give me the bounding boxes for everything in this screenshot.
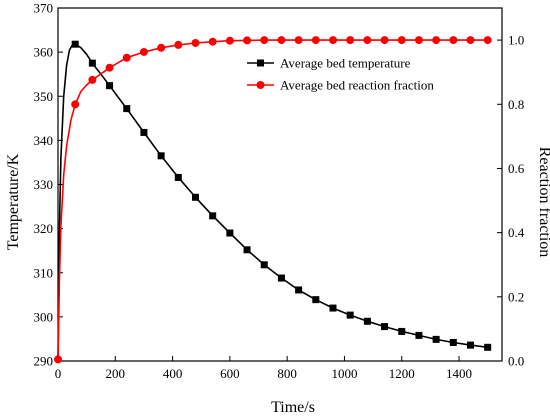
series-2-point	[328, 36, 337, 45]
right-y-tick-label: 0.8	[508, 97, 524, 112]
series-1-point	[88, 59, 96, 67]
series-2-point	[243, 36, 252, 45]
series-1-point	[174, 173, 182, 181]
left-y-tick-label: 370	[34, 1, 54, 16]
left-y-tick-label: 300	[34, 309, 54, 324]
series-1-point	[243, 246, 251, 254]
x-axis-label: Time/s	[271, 399, 315, 416]
left-y-tick-label: 350	[34, 89, 54, 104]
left-y-tick-label: 330	[34, 177, 54, 192]
series-2-point	[346, 36, 355, 45]
left-y-tick-label: 290	[34, 354, 54, 369]
right-y-tick-label: 0.4	[508, 225, 525, 240]
series-2-point	[139, 47, 148, 56]
x-tick-label: 1200	[389, 366, 415, 381]
series-2-point	[122, 53, 131, 62]
series-1-point	[415, 331, 423, 339]
series-1-point	[209, 212, 217, 220]
left-y-axis-label: Temperature/K	[5, 153, 22, 250]
legend: Average bed temperature Average bed react…	[247, 56, 434, 93]
series-1-point	[277, 274, 285, 282]
left-y-tick-label: 310	[34, 265, 54, 280]
axes-layer: 0 200 400 600 800 1000 1200 1400 290 300 310 320 330…	[34, 1, 525, 382]
x-tick-label: 400	[163, 366, 183, 381]
series-1-point	[191, 193, 199, 201]
x-tick-label: 200	[106, 366, 126, 381]
series-2-point	[71, 100, 80, 109]
series-1-point	[123, 105, 131, 113]
series-1-point	[312, 296, 320, 304]
x-tick-label: 600	[220, 366, 240, 381]
right-y-tick-label: 1.0	[508, 33, 524, 48]
series-2-point	[380, 36, 389, 45]
series-2-point	[277, 36, 286, 45]
series-line-2	[57, 39, 488, 360]
series-2-point	[483, 36, 492, 45]
series-layer	[54, 36, 492, 364]
legend-label-2: Average bed reaction fraction	[280, 78, 434, 93]
series-2-point	[105, 63, 114, 72]
series-1-point	[71, 40, 79, 48]
series-1-point	[260, 261, 268, 269]
x-tick-label: 0	[55, 366, 62, 381]
series-2-point	[260, 36, 269, 45]
series-1-point	[363, 317, 371, 325]
series-2-point	[294, 36, 303, 45]
series-1-point	[484, 343, 492, 351]
series-2-point	[54, 355, 62, 364]
series-2-point	[157, 43, 166, 52]
series-2-point	[208, 37, 217, 46]
series-2-point	[466, 36, 475, 45]
x-tick-label: 800	[277, 366, 297, 381]
series-2-point	[432, 36, 441, 45]
series-2-point	[397, 36, 406, 45]
x-tick-label: 1400	[446, 366, 472, 381]
legend-label-1: Average bed temperature	[280, 56, 411, 71]
legend-marker-1	[257, 59, 264, 67]
right-y-tick-label: 0.2	[508, 289, 524, 304]
series-2-point	[363, 36, 372, 45]
series-2-point	[311, 36, 320, 45]
x-tick-label: 1000	[331, 366, 357, 381]
series-1-point	[140, 128, 148, 136]
series-1-point	[106, 82, 114, 90]
left-y-tick-label: 340	[34, 133, 54, 148]
series-2-point	[191, 38, 200, 47]
series-2-point	[414, 36, 423, 45]
left-y-tick-label: 320	[34, 221, 54, 236]
series-1-point	[432, 335, 440, 343]
series-1-point	[329, 304, 337, 312]
series-1-point	[449, 338, 457, 346]
series-1-point	[466, 341, 474, 349]
series-2-point	[174, 40, 183, 49]
series-1-point	[346, 311, 354, 319]
series-2-point	[225, 36, 234, 45]
series-1-point	[381, 323, 389, 331]
series-1-point	[398, 327, 406, 335]
series-1-point	[295, 286, 303, 294]
right-y-tick-label: 0.0	[508, 354, 524, 369]
right-y-tick-label: 0.6	[508, 161, 525, 176]
legend-marker-2	[256, 81, 265, 89]
left-y-tick-label: 360	[34, 45, 54, 60]
series-1-point	[226, 229, 234, 237]
series-2-point	[88, 75, 97, 84]
right-y-axis-label: Reaction fraction	[536, 147, 550, 258]
series-2-point	[449, 36, 458, 45]
series-1-point	[157, 152, 165, 160]
